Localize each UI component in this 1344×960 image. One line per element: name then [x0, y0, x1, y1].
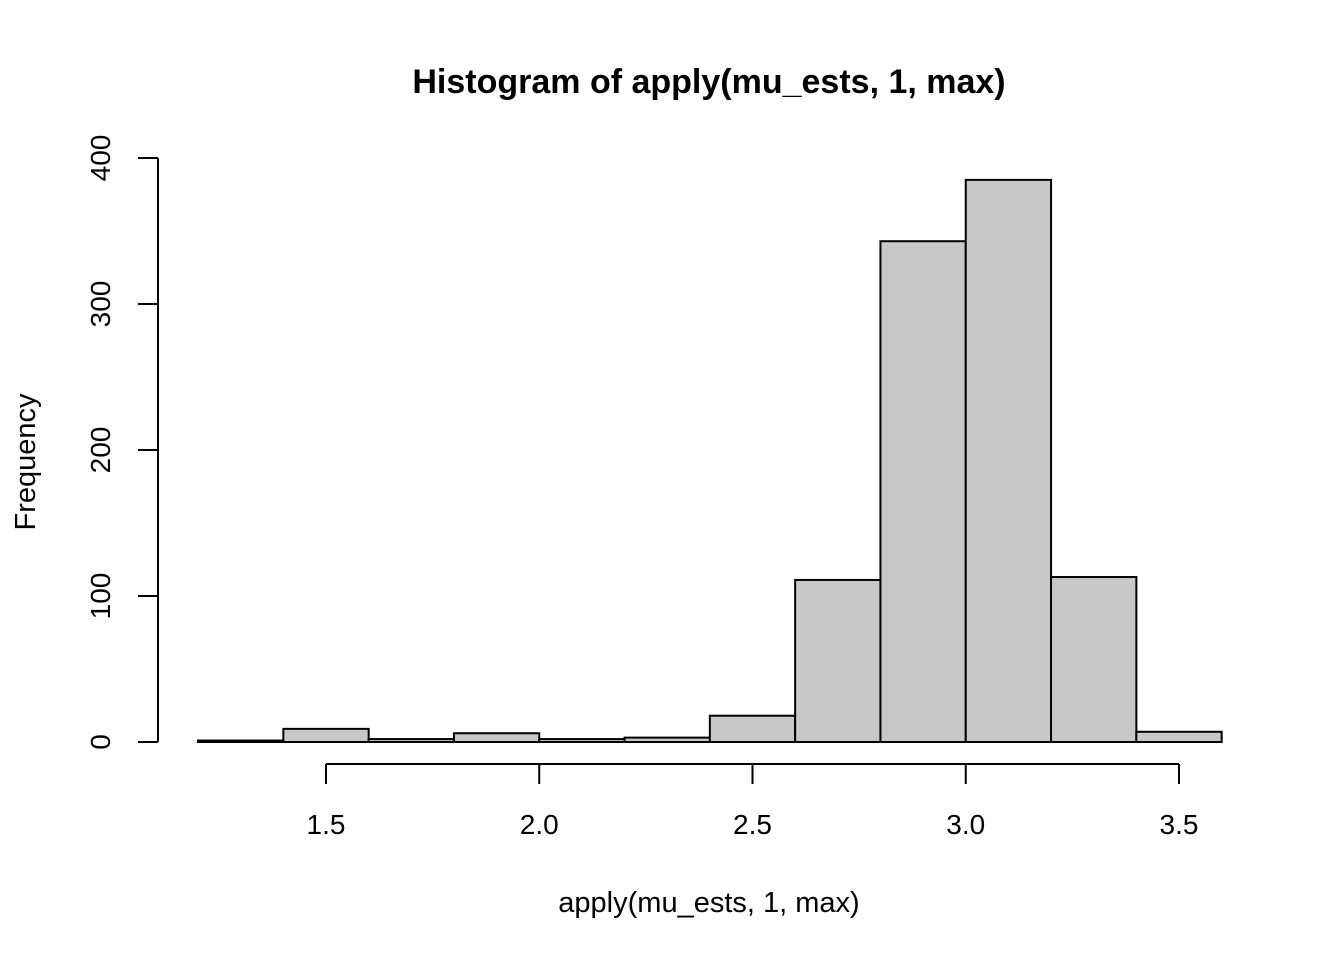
bars-group	[197, 178, 1223, 744]
histogram-bar-5	[623, 736, 711, 743]
histogram-bar-10	[1050, 576, 1138, 744]
histogram-bar-2	[367, 738, 455, 744]
y-tick-label-3: 300	[85, 281, 116, 328]
x-tick-label-1: 2.0	[520, 809, 559, 840]
y-tick-label-1: 100	[85, 573, 116, 620]
y-tick-label-0: 0	[85, 734, 116, 750]
histogram-bar-4	[538, 738, 626, 744]
x-tick-label-0: 1.5	[307, 809, 346, 840]
y-tick-label-4: 400	[85, 135, 116, 182]
chart-title: Histogram of apply(mu_ests, 1, max)	[412, 63, 1005, 101]
x-axis-label: apply(mu_ests, 1, max)	[558, 887, 859, 919]
y-axis-label: Frequency	[10, 393, 42, 531]
histogram-bar-6	[708, 714, 797, 743]
y-tick-label-2: 200	[85, 427, 116, 474]
histogram-bar-9	[964, 178, 1053, 743]
histogram-bar-8	[879, 240, 967, 743]
x-tick-label-2: 2.5	[733, 809, 772, 840]
x-axis: 1.5 2.0 2.5 3.0 3.5	[307, 763, 1199, 840]
histogram-bar-11	[1135, 730, 1223, 744]
x-tick-label-4: 3.5	[1160, 809, 1199, 840]
histogram-bar-3	[452, 732, 541, 743]
histogram-bar-0	[197, 739, 285, 743]
histogram-bar-7	[794, 578, 882, 743]
histogram-bar-1	[282, 727, 370, 743]
y-axis: 0 100 200 300 400	[85, 135, 159, 750]
x-tick-label-3: 3.0	[946, 809, 985, 840]
